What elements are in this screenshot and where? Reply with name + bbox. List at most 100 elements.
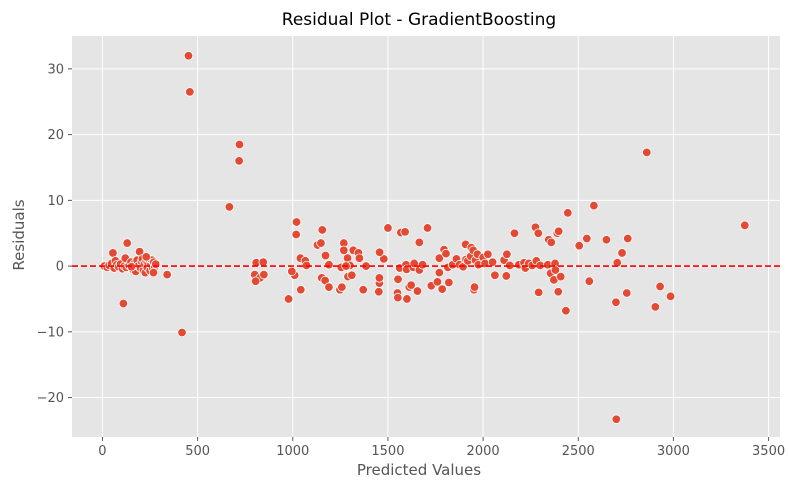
data-point [487,257,498,267]
data-point [347,270,357,280]
data-point [617,248,627,258]
data-point [283,294,294,304]
x-tick-label: 1500 [371,444,404,459]
data-point [374,287,384,297]
x-tick-label: 1000 [276,444,309,459]
data-point [383,223,393,233]
data-point [561,306,571,316]
data-point [393,292,403,303]
data-point [533,287,544,298]
data-point [317,225,327,235]
data-point [234,156,244,166]
data-point [316,238,326,248]
data-point [324,260,334,270]
x-axis-ticks: 0 500 1000 1500 2000 2500 3000 3500 [98,437,785,459]
data-point [374,273,385,283]
x-tick-label: 2000 [467,444,500,459]
data-point [118,298,129,309]
y-tick-label: 20 [47,128,64,143]
data-point [296,285,306,295]
y-tick-label: 30 [47,62,64,77]
y-tick-label: 10 [47,194,64,209]
data-point [379,254,389,264]
x-tick-label: 2500 [562,444,595,459]
data-point [437,284,447,294]
data-point [601,235,612,245]
data-point [339,245,349,256]
data-point [177,327,187,338]
data-point [642,147,652,158]
data-point [412,286,423,296]
data-point [183,51,194,61]
y-axis-ticks: −20 −10 0 10 20 30 [37,62,72,406]
data-point [151,259,161,269]
data-point [374,247,385,257]
y-tick-label: 0 [56,260,64,275]
data-point [650,302,661,312]
data-point [550,265,561,275]
data-point [354,253,365,263]
data-point [509,228,520,238]
data-point [148,267,159,278]
data-point [553,226,564,236]
data-point [434,253,445,263]
data-point [582,233,592,244]
data-point [337,282,347,292]
data-point [393,274,403,284]
x-tick-label: 0 [98,444,106,459]
data-point [563,208,573,218]
data-point [417,260,428,270]
data-point [234,139,245,150]
data-point [553,287,563,297]
data-point [402,294,412,304]
data-point [655,281,665,292]
data-point [324,282,334,292]
data-point [122,238,132,248]
data-point [358,285,368,295]
data-point [546,237,556,248]
data-point [584,276,594,286]
data-point [141,252,151,262]
data-point [740,220,750,231]
data-point [291,217,302,227]
data-point [611,414,622,424]
x-axis-label: Predicted Values [357,461,481,479]
data-point [291,229,301,240]
data-point [422,223,433,233]
data-point [162,269,172,280]
data-point [250,276,261,286]
data-point [589,200,599,211]
data-point [612,258,622,268]
data-point [556,271,566,282]
data-point [622,288,632,298]
data-point [574,241,584,251]
data-point [400,227,410,237]
data-point [502,249,512,259]
x-tick-label: 3500 [752,444,785,459]
y-tick-label: −20 [37,391,64,406]
data-point [533,228,543,238]
data-point [320,250,331,261]
plot-area [72,36,780,437]
x-tick-label: 500 [185,444,210,459]
data-point [185,87,195,97]
data-point [108,248,118,258]
data-point [287,266,297,277]
data-point [414,237,425,248]
y-tick-label: −10 [37,325,64,340]
data-point [432,277,443,287]
x-tick-label: 3000 [657,444,690,459]
data-point [611,297,621,307]
data-point [665,291,676,302]
data-point [441,248,451,259]
data-point [224,202,235,212]
data-point [469,282,480,292]
data-point [434,267,445,278]
data-point [406,280,416,290]
data-point [444,277,454,288]
data-point [490,270,500,280]
data-point [483,249,493,259]
y-axis-label: Residuals [10,199,28,270]
data-point [501,271,512,281]
